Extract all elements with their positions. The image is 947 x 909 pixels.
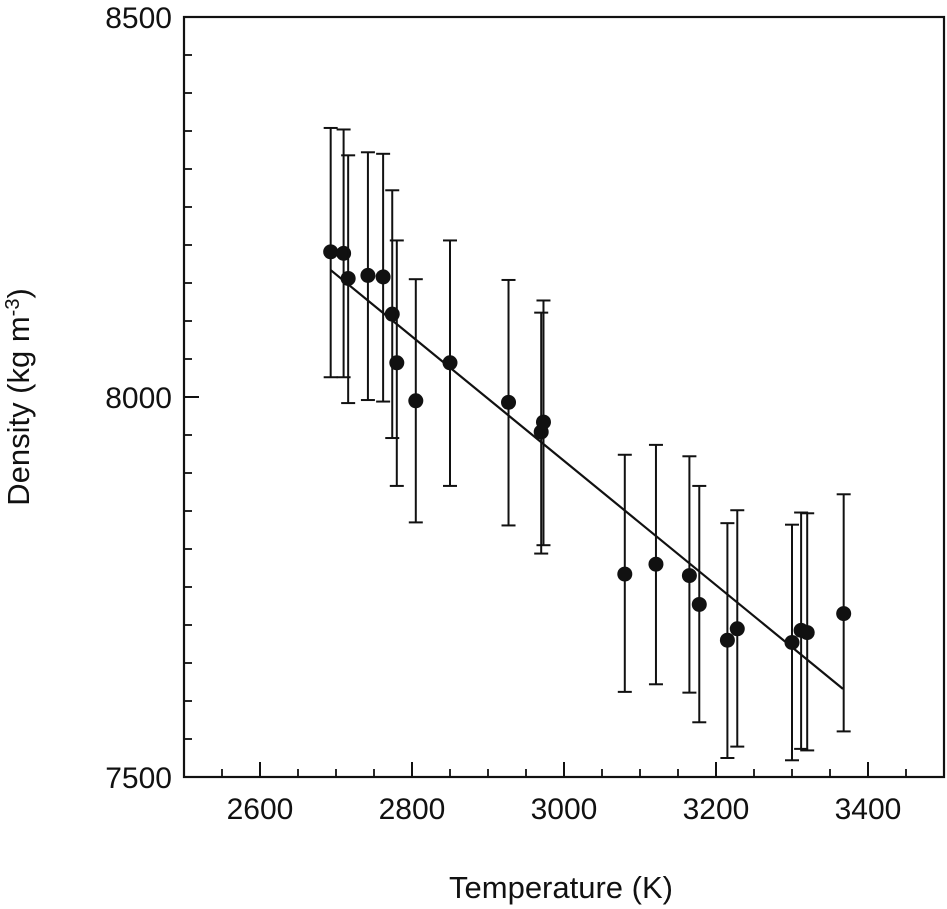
y-axis-label-main: Density (kg m: [1, 316, 36, 505]
data-point-group: [784, 523, 800, 762]
data-point-group: [799, 512, 815, 752]
data-point: [836, 606, 852, 622]
data-point: [375, 269, 391, 285]
axis-labels: Temperature (K) Density (kg m-3): [1, 288, 673, 905]
data-point-group: [323, 126, 339, 379]
x-tick-label: 3200: [683, 793, 750, 826]
data-point: [719, 632, 735, 648]
data-point: [681, 568, 697, 584]
data-point-group: [617, 453, 633, 693]
fit-line-group: [329, 269, 844, 690]
axes: 2600 2800 3000 3200 3400 7500 8000 8500: [105, 2, 946, 826]
data-point: [360, 267, 376, 283]
x-axis-label: Temperature (K): [449, 870, 673, 905]
data-point: [617, 566, 633, 582]
y-axis-label-close: ): [1, 288, 36, 298]
data-point: [799, 625, 815, 641]
x-tick-label: 3400: [835, 793, 902, 826]
y-axis-label-superscript: -3: [2, 299, 24, 317]
data-point-group: [719, 522, 735, 759]
data-point: [648, 556, 664, 572]
data-point-group: [501, 278, 517, 527]
data-point-group: [389, 239, 405, 487]
data-point-group: [533, 311, 549, 555]
data-point: [340, 270, 356, 286]
data-point: [729, 621, 745, 637]
data-point-group: [691, 484, 707, 724]
data-point-group: [648, 443, 664, 686]
y-axis-label: Density (kg m-3): [1, 288, 36, 506]
x-tick-label: 3000: [531, 793, 598, 826]
data-point: [408, 393, 424, 409]
x-tick-label: 2600: [227, 793, 294, 826]
data-point-group: [535, 299, 551, 547]
y-tick-label: 8000: [105, 382, 172, 415]
data-point-group: [340, 154, 356, 405]
data-points: [323, 126, 852, 762]
plot-frame: [182, 15, 946, 779]
data-point: [389, 355, 405, 371]
data-point-group: [375, 152, 391, 403]
data-point-group: [836, 493, 852, 733]
data-point: [323, 244, 339, 260]
y-tick-label: 8500: [105, 2, 172, 35]
data-point: [501, 394, 517, 410]
data-point-group: [360, 151, 376, 402]
data-point-group: [729, 509, 745, 748]
data-point-group: [681, 455, 697, 694]
y-tick-label: 7500: [105, 762, 172, 795]
data-point-group: [408, 278, 424, 524]
data-point: [442, 355, 458, 371]
x-tick-label: 2800: [379, 793, 446, 826]
data-point-group: [442, 239, 458, 487]
fit-line: [329, 269, 844, 690]
data-point: [691, 596, 707, 612]
data-point: [784, 634, 800, 650]
data-point: [535, 414, 551, 430]
